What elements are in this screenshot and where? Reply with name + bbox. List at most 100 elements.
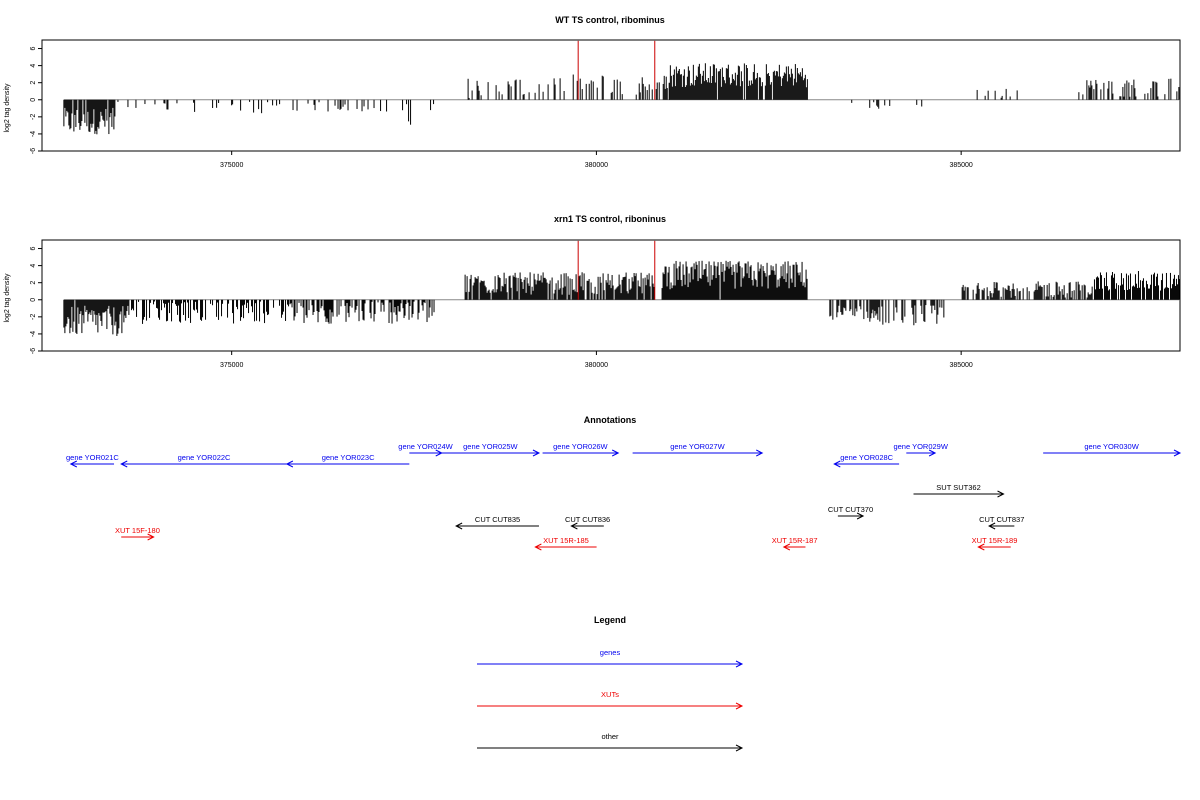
legend-label: other	[601, 732, 619, 741]
feature-arrowhead	[120, 460, 128, 468]
feature-arrowhead	[997, 490, 1005, 498]
feature-label: gene YOR025W	[463, 442, 518, 451]
y-tick-label: 0	[30, 298, 37, 302]
feature-label: gene YOR023C	[322, 453, 375, 462]
annotation-feature: gene YOR030W	[1043, 442, 1182, 457]
y-axis: 6 4 2 0 -2 -4 -6	[30, 246, 42, 354]
legend-arrowhead	[735, 702, 744, 710]
annotation-feature: gene YOR027W	[632, 442, 764, 457]
feature-label: gene YOR022C	[178, 453, 231, 462]
highlight-bars	[577, 240, 656, 300]
y-tick-label: 6	[30, 246, 37, 250]
track-panel-xrn1: xrn1 TS control, riboninus log2 tag dens…	[4, 214, 1181, 369]
plot-frame	[41, 239, 1181, 352]
feature-arrowhead	[977, 543, 985, 551]
x-tick-label: 375000	[220, 362, 243, 369]
annotation-feature: XUT 15R-185	[534, 536, 597, 551]
feature-label: CUT CUT837	[979, 515, 1024, 524]
feature-arrowhead	[833, 460, 841, 468]
annotation-feature: CUT CUT835	[455, 515, 539, 530]
annotation-feature: gene YOR022C	[120, 453, 287, 468]
annotations-panel: Annotations gene YOR021C gene YOR022C gene…	[66, 415, 1182, 551]
annotation-feature: CUT CUT370	[828, 505, 873, 520]
y-axis: 6 4 2 0 -2 -4 -6	[30, 46, 42, 154]
feature-arrowhead	[856, 512, 865, 520]
annotation-feature: XUT 15F-180	[115, 526, 160, 541]
annotation-features: gene YOR021C gene YOR022C gene YOR023C gene…	[66, 442, 1182, 551]
feature-arrowhead	[782, 543, 791, 551]
panel-title: xrn1 TS control, riboninus	[554, 214, 666, 224]
y-tick-label: 4	[30, 264, 37, 268]
annotation-feature: gene YOR026W	[542, 442, 620, 457]
y-tick-label: -6	[30, 348, 37, 354]
feature-label: XUT 15F-180	[115, 526, 160, 535]
feature-arrowhead	[611, 449, 620, 457]
feature-label: XUT 15R-185	[543, 536, 589, 545]
legend-label: genes	[600, 648, 621, 657]
legend-entries: genes XUTs other	[477, 648, 744, 752]
legend-arrowhead	[735, 744, 744, 752]
feature-arrowhead	[756, 449, 764, 457]
legend-entry: XUTs	[477, 690, 744, 710]
y-tick-label: 0	[30, 98, 37, 102]
x-tick-label: 385000	[949, 362, 972, 369]
x-axis: 375000 380000 385000	[220, 151, 973, 169]
legend-arrowhead	[735, 660, 744, 668]
x-tick-label: 380000	[585, 362, 608, 369]
feature-label: gene YOR028C	[840, 453, 893, 462]
feature-arrowhead	[532, 449, 541, 457]
annotation-feature: gene YOR028C	[833, 453, 900, 468]
density-bars	[63, 63, 1181, 135]
y-tick-label: 2	[30, 281, 37, 285]
y-tick-label: -2	[30, 114, 37, 120]
y-tick-label: -6	[30, 148, 37, 154]
feature-label: XUT 15R-187	[772, 536, 818, 545]
feature-arrowhead	[455, 522, 463, 530]
legend-label: XUTs	[601, 690, 619, 699]
y-axis-label: log2 tag density	[4, 83, 11, 133]
y-tick-label: -2	[30, 314, 37, 320]
y-tick-label: 6	[30, 46, 37, 50]
track-panel-wt: WT TS control, ribominus log2 tag densit…	[4, 15, 1181, 169]
annotation-feature: gene YOR023C	[285, 453, 410, 468]
feature-label: gene YOR027W	[670, 442, 725, 451]
feature-label: CUT CUT836	[565, 515, 610, 524]
feature-label: gene YOR030W	[1084, 442, 1139, 451]
feature-arrowhead	[1173, 449, 1182, 457]
x-axis: 375000 380000 385000	[220, 351, 973, 369]
annotation-feature: gene YOR021C	[66, 453, 119, 468]
legend-title: Legend	[594, 615, 626, 625]
y-tick-label: -4	[30, 131, 37, 137]
feature-arrowhead	[285, 460, 294, 468]
feature-arrowhead	[928, 449, 937, 457]
annotation-feature: SUT SUT362	[913, 483, 1005, 498]
panel-title: WT TS control, ribominus	[555, 15, 665, 25]
annotation-feature: gene YOR025W	[441, 442, 541, 457]
feature-label: CUT CUT835	[475, 515, 520, 524]
annotations-title: Annotations	[584, 415, 637, 425]
feature-arrowhead	[570, 522, 578, 530]
density-bars	[63, 260, 1180, 336]
legend: Legend genes XUTs other	[477, 615, 744, 752]
feature-label: gene YOR029W	[893, 442, 948, 451]
feature-label: XUT 15R-189	[972, 536, 1018, 545]
x-tick-label: 375000	[220, 162, 243, 169]
y-tick-label: -4	[30, 331, 37, 337]
feature-label: gene YOR024W	[398, 442, 453, 451]
annotation-feature: CUT CUT836	[565, 515, 610, 530]
y-tick-label: 2	[30, 81, 37, 85]
highlight-bars	[577, 40, 656, 100]
feature-arrowhead	[69, 460, 78, 468]
annotation-feature: CUT CUT837	[979, 515, 1024, 530]
feature-label: SUT SUT362	[936, 483, 980, 492]
feature-label: CUT CUT370	[828, 505, 873, 514]
feature-label: gene YOR021C	[66, 453, 119, 462]
legend-entry: other	[477, 732, 744, 752]
y-tick-label: 4	[30, 64, 37, 68]
legend-entry: genes	[477, 648, 744, 668]
feature-arrowhead	[534, 543, 542, 551]
annotation-feature: gene YOR029W	[893, 442, 949, 457]
feature-label: gene YOR026W	[553, 442, 608, 451]
